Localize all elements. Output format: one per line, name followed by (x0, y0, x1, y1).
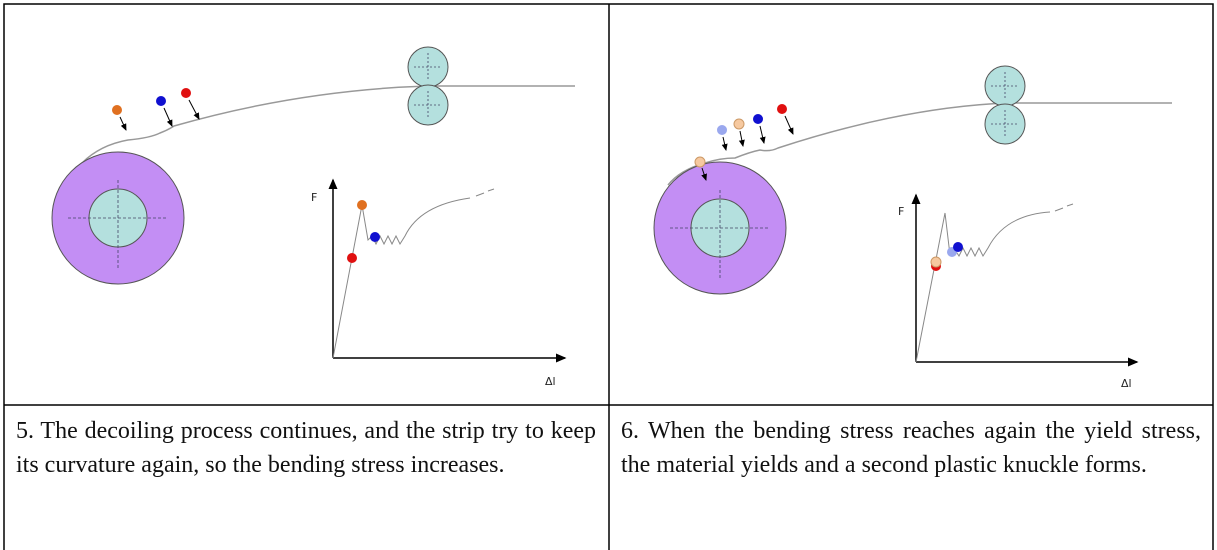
table-borders (3, 3, 1214, 550)
diagram-right: F Δl (653, 65, 1172, 390)
caption: 5. The decoiling process continues, and … (16, 418, 596, 478)
x-axis-label: Δl (1121, 377, 1132, 390)
diagram-left: F Δl (51, 46, 575, 388)
y-axis-label: F (898, 205, 904, 218)
x-axis-label: Δl (545, 375, 556, 388)
caption: 6. When the bending stress reaches again… (621, 418, 1201, 478)
y-axis-label: F (311, 191, 317, 204)
